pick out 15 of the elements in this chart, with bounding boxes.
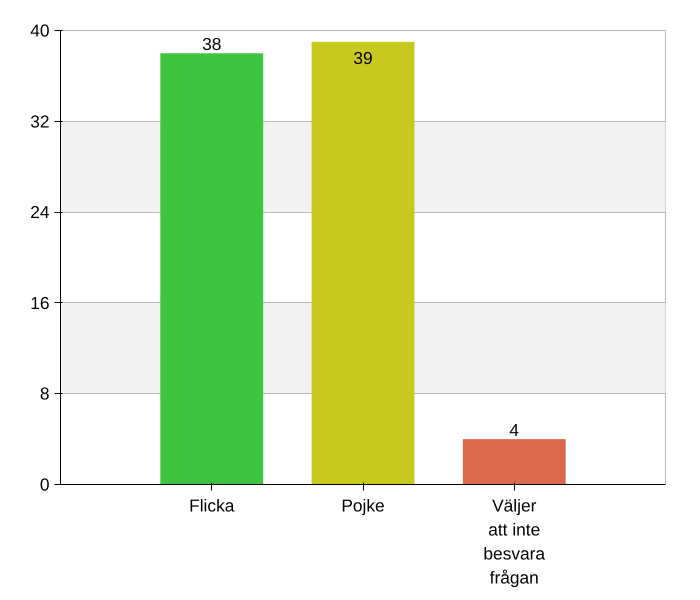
x-tick-label: Väljer att inte besvara frågan — [483, 496, 546, 588]
y-tick-label: 40 — [30, 20, 50, 40]
data-label: 4 — [509, 420, 520, 440]
x-tick-label: Flicka — [189, 496, 235, 516]
data-label: 38 — [202, 34, 222, 54]
y-tick-label: 8 — [40, 384, 50, 404]
x-tick-label: Pojke — [341, 496, 385, 516]
bar — [160, 53, 264, 484]
y-tick-label: 0 — [40, 474, 50, 494]
y-tick-label: 32 — [30, 111, 50, 132]
y-tick-label: 24 — [30, 202, 50, 222]
bar — [312, 42, 414, 484]
bar — [462, 439, 566, 484]
y-tick-label: 16 — [30, 292, 50, 313]
data-label: 39 — [353, 48, 373, 68]
